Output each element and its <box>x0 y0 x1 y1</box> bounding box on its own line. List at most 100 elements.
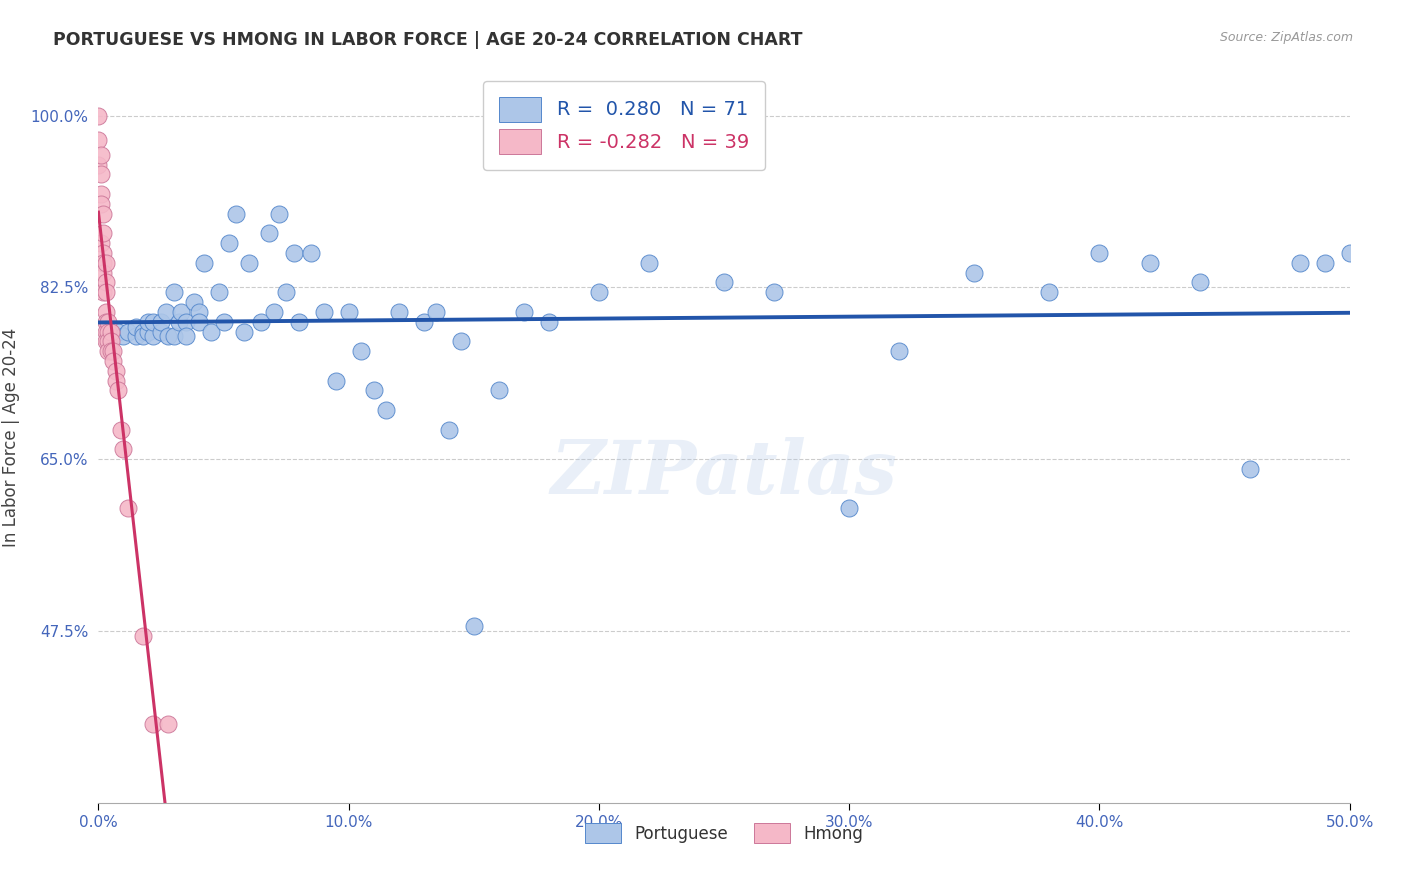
Point <box>174 329 197 343</box>
Point <box>94 334 117 349</box>
Point <box>174 315 197 329</box>
Point <box>412 315 434 329</box>
Point <box>232 325 254 339</box>
Point <box>287 315 309 329</box>
Point <box>100 329 122 343</box>
Point <box>94 285 117 300</box>
Point <box>588 285 610 300</box>
Y-axis label: In Labor Force | Age 20-24: In Labor Force | Age 20-24 <box>1 327 20 547</box>
Point <box>94 256 117 270</box>
Point <box>94 325 117 339</box>
Point <box>537 315 560 329</box>
Point <box>838 501 860 516</box>
Point <box>325 374 347 388</box>
Point <box>93 266 115 280</box>
Point <box>110 423 132 437</box>
Legend: Portuguese, Hmong: Portuguese, Hmong <box>578 817 870 849</box>
Point <box>97 325 120 339</box>
Point <box>1038 285 1060 300</box>
Text: PORTUGUESE VS HMONG IN LABOR FORCE | AGE 20-24 CORRELATION CHART: PORTUGUESE VS HMONG IN LABOR FORCE | AGE… <box>53 31 803 49</box>
Point <box>125 329 148 343</box>
Point <box>763 285 786 300</box>
Point <box>93 256 115 270</box>
Point <box>713 276 735 290</box>
Point <box>274 285 298 300</box>
Point <box>200 325 222 339</box>
Point <box>117 325 139 339</box>
Point <box>283 246 305 260</box>
Point <box>257 227 280 241</box>
Point <box>488 384 510 398</box>
Point <box>337 305 360 319</box>
Point <box>104 364 127 378</box>
Point <box>1088 246 1111 260</box>
Point <box>267 207 290 221</box>
Point <box>1339 246 1361 260</box>
Point <box>1139 256 1161 270</box>
Point <box>889 344 911 359</box>
Point <box>183 295 205 310</box>
Text: Source: ZipAtlas.com: Source: ZipAtlas.com <box>1219 31 1353 45</box>
Point <box>1188 276 1211 290</box>
Point <box>100 334 122 349</box>
Point <box>388 305 411 319</box>
Point <box>150 315 173 329</box>
Point <box>1288 256 1310 270</box>
Point <box>350 344 373 359</box>
Point <box>97 344 120 359</box>
Point <box>218 236 240 251</box>
Point <box>112 329 135 343</box>
Point <box>207 285 229 300</box>
Point <box>138 315 160 329</box>
Point <box>90 236 112 251</box>
Point <box>93 285 115 300</box>
Point <box>103 354 125 368</box>
Point <box>162 285 184 300</box>
Point <box>103 344 125 359</box>
Point <box>187 315 209 329</box>
Point <box>97 315 120 329</box>
Point <box>157 717 180 731</box>
Point <box>162 329 184 343</box>
Point <box>167 315 190 329</box>
Point <box>94 276 117 290</box>
Point <box>100 344 122 359</box>
Point <box>193 256 215 270</box>
Point <box>90 187 112 202</box>
Point <box>142 315 165 329</box>
Point <box>142 717 165 731</box>
Point <box>142 329 165 343</box>
Point <box>87 109 110 123</box>
Point <box>638 256 661 270</box>
Point <box>97 334 120 349</box>
Point <box>150 325 173 339</box>
Point <box>93 207 115 221</box>
Point <box>513 305 536 319</box>
Point <box>238 256 260 270</box>
Point <box>312 305 335 319</box>
Point <box>463 619 485 633</box>
Point <box>187 305 209 319</box>
Point <box>1239 462 1261 476</box>
Point <box>963 266 986 280</box>
Point <box>90 148 112 162</box>
Point <box>107 384 129 398</box>
Point <box>425 305 447 319</box>
Point <box>90 197 112 211</box>
Point <box>132 629 155 643</box>
Point <box>132 329 155 343</box>
Point <box>157 329 180 343</box>
Point <box>299 246 322 260</box>
Point <box>94 305 117 319</box>
Point <box>125 319 148 334</box>
Point <box>450 334 472 349</box>
Point <box>87 158 110 172</box>
Point <box>437 423 460 437</box>
Point <box>90 168 112 182</box>
Point <box>100 325 122 339</box>
Point <box>250 315 273 329</box>
Point <box>107 325 129 339</box>
Point <box>212 315 235 329</box>
Text: ZIPatlas: ZIPatlas <box>551 437 897 510</box>
Point <box>170 305 193 319</box>
